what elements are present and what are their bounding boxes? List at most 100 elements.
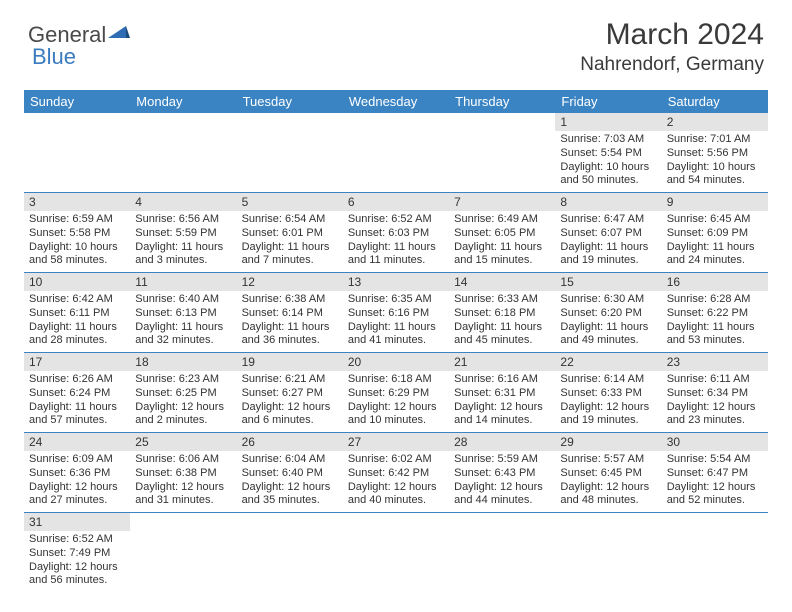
day-content: Sunrise: 5:57 AMSunset: 6:45 PMDaylight:…: [555, 451, 661, 512]
calendar-cell: 17Sunrise: 6:26 AMSunset: 6:24 PMDayligh…: [24, 353, 130, 433]
day-number: 1: [555, 113, 661, 131]
weekday-header: Thursday: [449, 90, 555, 113]
day-number: 30: [662, 433, 768, 451]
day-content: Sunrise: 6:42 AMSunset: 6:11 PMDaylight:…: [24, 291, 130, 352]
weekday-header: Saturday: [662, 90, 768, 113]
calendar-cell: 13Sunrise: 6:35 AMSunset: 6:16 PMDayligh…: [343, 273, 449, 353]
day-content: Sunrise: 5:54 AMSunset: 6:47 PMDaylight:…: [662, 451, 768, 512]
calendar-cell: [130, 513, 236, 593]
weekday-header: Wednesday: [343, 90, 449, 113]
day-number: 22: [555, 353, 661, 371]
day-number: 27: [343, 433, 449, 451]
calendar-cell: [449, 113, 555, 193]
day-number: 19: [237, 353, 343, 371]
calendar-table: Sunday Monday Tuesday Wednesday Thursday…: [24, 90, 768, 592]
day-number: 8: [555, 193, 661, 211]
day-content: Sunrise: 6:16 AMSunset: 6:31 PMDaylight:…: [449, 371, 555, 432]
day-number: 7: [449, 193, 555, 211]
calendar-cell: 12Sunrise: 6:38 AMSunset: 6:14 PMDayligh…: [237, 273, 343, 353]
calendar-row: 3Sunrise: 6:59 AMSunset: 5:58 PMDaylight…: [24, 193, 768, 273]
day-content: Sunrise: 6:59 AMSunset: 5:58 PMDaylight:…: [24, 211, 130, 272]
calendar-cell: 23Sunrise: 6:11 AMSunset: 6:34 PMDayligh…: [662, 353, 768, 433]
calendar-body: 1Sunrise: 7:03 AMSunset: 5:54 PMDaylight…: [24, 113, 768, 592]
calendar-cell: 28Sunrise: 5:59 AMSunset: 6:43 PMDayligh…: [449, 433, 555, 513]
day-number: 18: [130, 353, 236, 371]
month-title: March 2024: [580, 18, 764, 52]
calendar-cell: 5Sunrise: 6:54 AMSunset: 6:01 PMDaylight…: [237, 193, 343, 273]
day-number: 29: [555, 433, 661, 451]
day-content: Sunrise: 6:54 AMSunset: 6:01 PMDaylight:…: [237, 211, 343, 272]
day-content: Sunrise: 7:01 AMSunset: 5:56 PMDaylight:…: [662, 131, 768, 192]
calendar-cell: 15Sunrise: 6:30 AMSunset: 6:20 PMDayligh…: [555, 273, 661, 353]
day-content: Sunrise: 6:40 AMSunset: 6:13 PMDaylight:…: [130, 291, 236, 352]
day-number: 20: [343, 353, 449, 371]
day-number: 11: [130, 273, 236, 291]
day-content: Sunrise: 6:47 AMSunset: 6:07 PMDaylight:…: [555, 211, 661, 272]
day-content: Sunrise: 6:06 AMSunset: 6:38 PMDaylight:…: [130, 451, 236, 512]
day-content: Sunrise: 6:11 AMSunset: 6:34 PMDaylight:…: [662, 371, 768, 432]
calendar-cell: 2Sunrise: 7:01 AMSunset: 5:56 PMDaylight…: [662, 113, 768, 193]
weekday-header-row: Sunday Monday Tuesday Wednesday Thursday…: [24, 90, 768, 113]
day-number: 10: [24, 273, 130, 291]
day-content: Sunrise: 6:28 AMSunset: 6:22 PMDaylight:…: [662, 291, 768, 352]
day-number: 23: [662, 353, 768, 371]
calendar-cell: 21Sunrise: 6:16 AMSunset: 6:31 PMDayligh…: [449, 353, 555, 433]
calendar-cell: [343, 113, 449, 193]
day-content: Sunrise: 6:52 AMSunset: 6:03 PMDaylight:…: [343, 211, 449, 272]
calendar-cell: [555, 513, 661, 593]
day-number: 17: [24, 353, 130, 371]
day-number: 21: [449, 353, 555, 371]
calendar-row: 24Sunrise: 6:09 AMSunset: 6:36 PMDayligh…: [24, 433, 768, 513]
calendar-cell: 4Sunrise: 6:56 AMSunset: 5:59 PMDaylight…: [130, 193, 236, 273]
day-number: 15: [555, 273, 661, 291]
calendar-cell: 27Sunrise: 6:02 AMSunset: 6:42 PMDayligh…: [343, 433, 449, 513]
day-number: 31: [24, 513, 130, 531]
calendar-cell: [24, 113, 130, 193]
calendar-cell: 20Sunrise: 6:18 AMSunset: 6:29 PMDayligh…: [343, 353, 449, 433]
day-content: Sunrise: 7:03 AMSunset: 5:54 PMDaylight:…: [555, 131, 661, 192]
day-content: Sunrise: 6:30 AMSunset: 6:20 PMDaylight:…: [555, 291, 661, 352]
day-content: Sunrise: 6:52 AMSunset: 7:49 PMDaylight:…: [24, 531, 130, 592]
day-content: Sunrise: 6:14 AMSunset: 6:33 PMDaylight:…: [555, 371, 661, 432]
calendar-cell: 8Sunrise: 6:47 AMSunset: 6:07 PMDaylight…: [555, 193, 661, 273]
day-number: 5: [237, 193, 343, 211]
calendar-cell: [237, 513, 343, 593]
day-number: 3: [24, 193, 130, 211]
calendar-row: 31Sunrise: 6:52 AMSunset: 7:49 PMDayligh…: [24, 513, 768, 593]
calendar-cell: 6Sunrise: 6:52 AMSunset: 6:03 PMDaylight…: [343, 193, 449, 273]
day-content: Sunrise: 6:45 AMSunset: 6:09 PMDaylight:…: [662, 211, 768, 272]
calendar-cell: 14Sunrise: 6:33 AMSunset: 6:18 PMDayligh…: [449, 273, 555, 353]
calendar-cell: [237, 113, 343, 193]
day-number: 4: [130, 193, 236, 211]
day-content: Sunrise: 6:18 AMSunset: 6:29 PMDaylight:…: [343, 371, 449, 432]
weekday-header: Tuesday: [237, 90, 343, 113]
page-header: General March 2024 Nahrendorf, Germany: [0, 0, 792, 84]
day-number: 6: [343, 193, 449, 211]
day-content: Sunrise: 6:26 AMSunset: 6:24 PMDaylight:…: [24, 371, 130, 432]
calendar-cell: 7Sunrise: 6:49 AMSunset: 6:05 PMDaylight…: [449, 193, 555, 273]
calendar-cell: 22Sunrise: 6:14 AMSunset: 6:33 PMDayligh…: [555, 353, 661, 433]
weekday-header: Sunday: [24, 90, 130, 113]
day-content: Sunrise: 5:59 AMSunset: 6:43 PMDaylight:…: [449, 451, 555, 512]
calendar-cell: 11Sunrise: 6:40 AMSunset: 6:13 PMDayligh…: [130, 273, 236, 353]
day-number: 25: [130, 433, 236, 451]
day-number: 24: [24, 433, 130, 451]
day-number: 2: [662, 113, 768, 131]
logo-text-blue: Blue: [32, 44, 76, 70]
calendar-cell: [343, 513, 449, 593]
day-content: Sunrise: 6:04 AMSunset: 6:40 PMDaylight:…: [237, 451, 343, 512]
day-content: Sunrise: 6:09 AMSunset: 6:36 PMDaylight:…: [24, 451, 130, 512]
calendar-cell: 26Sunrise: 6:04 AMSunset: 6:40 PMDayligh…: [237, 433, 343, 513]
day-content: Sunrise: 6:23 AMSunset: 6:25 PMDaylight:…: [130, 371, 236, 432]
calendar-cell: 29Sunrise: 5:57 AMSunset: 6:45 PMDayligh…: [555, 433, 661, 513]
day-content: Sunrise: 6:35 AMSunset: 6:16 PMDaylight:…: [343, 291, 449, 352]
location-label: Nahrendorf, Germany: [580, 54, 764, 76]
calendar-cell: 9Sunrise: 6:45 AMSunset: 6:09 PMDaylight…: [662, 193, 768, 273]
calendar-row: 10Sunrise: 6:42 AMSunset: 6:11 PMDayligh…: [24, 273, 768, 353]
calendar-row: 1Sunrise: 7:03 AMSunset: 5:54 PMDaylight…: [24, 113, 768, 193]
weekday-header: Friday: [555, 90, 661, 113]
calendar-row: 17Sunrise: 6:26 AMSunset: 6:24 PMDayligh…: [24, 353, 768, 433]
calendar-cell: 24Sunrise: 6:09 AMSunset: 6:36 PMDayligh…: [24, 433, 130, 513]
day-number: 12: [237, 273, 343, 291]
day-content: Sunrise: 6:49 AMSunset: 6:05 PMDaylight:…: [449, 211, 555, 272]
